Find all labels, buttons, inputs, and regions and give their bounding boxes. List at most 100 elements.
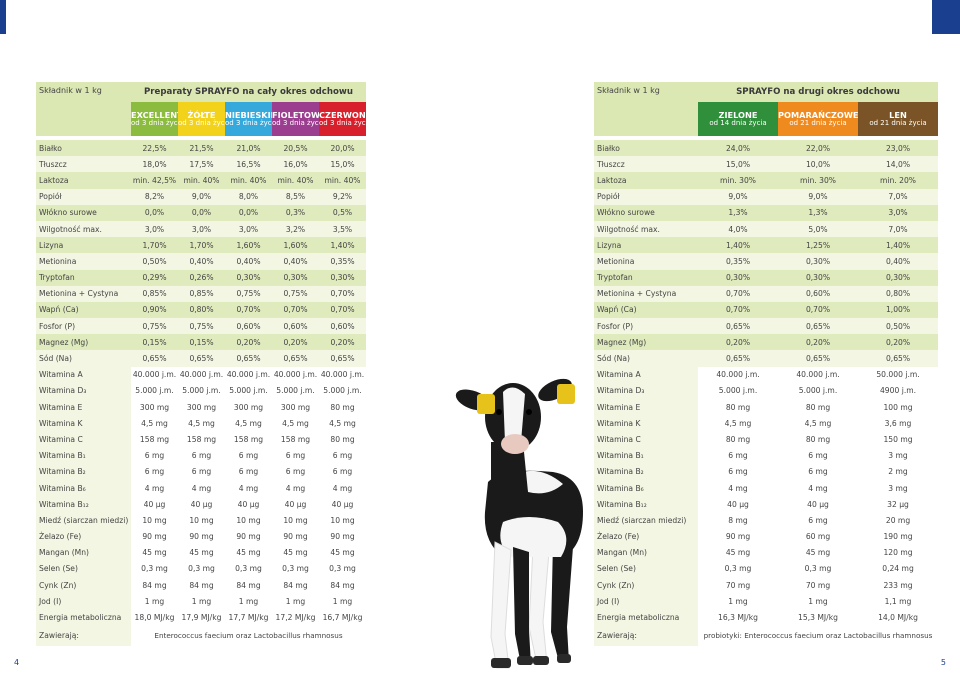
table-row: Witamina A 40.000 j.m. 40.000 j.m. 40.000 j… bbox=[36, 366, 367, 383]
row-value: 0,3 mg bbox=[131, 560, 178, 578]
row-label: Witamina E bbox=[594, 399, 698, 416]
row-value: 1,3% bbox=[698, 204, 778, 221]
row-value: 40.000 j.m. bbox=[319, 366, 367, 383]
contains-label: Zawierają: bbox=[36, 625, 131, 646]
row-value: 0,70% bbox=[225, 301, 272, 319]
row-label: Jod (I) bbox=[594, 593, 698, 610]
row-value: 0,5% bbox=[319, 204, 367, 221]
row-value: 0,0% bbox=[225, 204, 272, 221]
row-label: Włókno surowe bbox=[36, 204, 131, 221]
row-value: 0,60% bbox=[319, 318, 367, 335]
row-value: 0,15% bbox=[178, 334, 225, 351]
row-label: Popiół bbox=[594, 188, 698, 205]
table-row: Białko 22,5% 21,5% 21,0% 20,5% 20,0% bbox=[36, 140, 367, 157]
row-value: 40 µg bbox=[225, 496, 272, 513]
row-label: Sód (Na) bbox=[594, 350, 698, 367]
row-value: 0,65% bbox=[131, 350, 178, 367]
row-value: 1,00% bbox=[858, 301, 939, 319]
row-label: Magnez (Mg) bbox=[36, 334, 131, 351]
table-row: Witamina B₁₂ 40 µg 40 µg 32 µg bbox=[594, 496, 939, 513]
product-age: od 3 dnia życia bbox=[178, 118, 225, 127]
row-value: 4,5 mg bbox=[319, 415, 367, 432]
table-row: Cynk (Zn) 84 mg 84 mg 84 mg 84 mg 84 mg bbox=[36, 577, 367, 594]
row-label: Witamina C bbox=[36, 431, 131, 448]
row-value: 6 mg bbox=[225, 447, 272, 464]
row-value: 0,65% bbox=[319, 350, 367, 367]
product-age: od 3 dnia życia bbox=[225, 118, 272, 127]
row-value: 0,65% bbox=[225, 350, 272, 367]
row-value: 2 mg bbox=[858, 463, 939, 480]
table-row: Witamina E 80 mg 80 mg 100 mg bbox=[594, 399, 939, 416]
row-value: 5,0% bbox=[778, 220, 858, 238]
row-value: 100 mg bbox=[858, 399, 939, 416]
row-value: 16,0% bbox=[272, 156, 319, 173]
table-row: Metionina 0,50% 0,40% 0,40% 0,40% 0,35% bbox=[36, 253, 367, 270]
table-row: Wilgotność max. 4,0% 5,0% 7,0% bbox=[594, 220, 939, 238]
row-value: 0,20% bbox=[698, 334, 778, 351]
row-value: 45 mg bbox=[131, 544, 178, 561]
row-value: 0,65% bbox=[272, 350, 319, 367]
row-label: Wilgotność max. bbox=[594, 220, 698, 238]
row-value: 0,65% bbox=[858, 350, 939, 367]
table-row: Witamina B₂ 6 mg 6 mg 6 mg 6 mg 6 mg bbox=[36, 463, 367, 480]
table-row: Lizyna 1,40% 1,25% 1,40% bbox=[594, 237, 939, 254]
row-value: 1,70% bbox=[131, 237, 178, 254]
row-label: Selen (Se) bbox=[36, 560, 131, 578]
row-value: 0,65% bbox=[698, 318, 778, 335]
page-number: 5 bbox=[940, 658, 946, 667]
row-value: 7,0% bbox=[858, 220, 939, 238]
row-value: 18,0 MJ/kg bbox=[131, 609, 178, 626]
row-label: Popiół bbox=[36, 188, 131, 205]
row-value: 6 mg bbox=[178, 463, 225, 480]
row-value: 0,30% bbox=[319, 269, 367, 286]
row-value: 0,70% bbox=[319, 285, 367, 302]
row-value: 45 mg bbox=[698, 544, 778, 561]
product-header-4: CZERWONEod 3 dnia życia bbox=[319, 102, 367, 136]
row-value: 6 mg bbox=[131, 463, 178, 480]
table-row: Metionina + Cystyna 0,85% 0,85% 0,75% 0,75% 0… bbox=[36, 285, 367, 302]
row-label: Jod (I) bbox=[36, 593, 131, 610]
row-value: 40 µg bbox=[272, 496, 319, 513]
row-value: 20,0% bbox=[319, 140, 367, 157]
table-row: Witamina D₃ 5.000 j.m. 5.000 j.m. 4900 j.m. bbox=[594, 382, 939, 399]
row-label: Witamina B₁ bbox=[594, 447, 698, 464]
table-row: Witamina B₂ 6 mg 6 mg 2 mg bbox=[594, 463, 939, 480]
table-row: Metionina + Cystyna 0,70% 0,60% 0,80% bbox=[594, 285, 939, 302]
table-title: Preparaty SPRAYFO na cały okres odchowu bbox=[131, 82, 367, 102]
row-label: Cynk (Zn) bbox=[594, 577, 698, 594]
row-value: 90 mg bbox=[178, 528, 225, 545]
row-value: 0,80% bbox=[178, 301, 225, 319]
row-label: Witamina A bbox=[594, 366, 698, 383]
row-value: 3,5% bbox=[319, 220, 367, 238]
row-value: 0,3% bbox=[272, 204, 319, 221]
row-value: 6 mg bbox=[778, 447, 858, 464]
row-value: 0,70% bbox=[778, 301, 858, 319]
row-value: 0,3 mg bbox=[225, 560, 272, 578]
table-row: Tłuszcz 18,0% 17,5% 16,5% 16,0% 15,0% bbox=[36, 156, 367, 173]
row-value: 0,20% bbox=[778, 334, 858, 351]
row-value: 90 mg bbox=[698, 528, 778, 545]
row-label: Wilgotność max. bbox=[36, 220, 131, 238]
row-label: Wapń (Ca) bbox=[36, 301, 131, 319]
ingredient-header: Składnik w 1 kg bbox=[594, 82, 698, 136]
row-value: 45 mg bbox=[778, 544, 858, 561]
product-name: CZERWONE bbox=[319, 110, 366, 121]
row-value: 45 mg bbox=[225, 544, 272, 561]
row-value: 6 mg bbox=[225, 463, 272, 480]
row-value: 300 mg bbox=[131, 399, 178, 416]
table-row: Witamina K 4,5 mg 4,5 mg 4,5 mg 4,5 mg 4,5 mg bbox=[36, 415, 367, 432]
row-value: 0,30% bbox=[272, 269, 319, 286]
row-label: Witamina K bbox=[594, 415, 698, 432]
row-value: 6 mg bbox=[319, 463, 367, 480]
table-row: Wilgotność max. 3,0% 3,0% 3,0% 3,2% 3,5% bbox=[36, 220, 367, 238]
row-value: 45 mg bbox=[178, 544, 225, 561]
row-value: 1,40% bbox=[858, 237, 939, 254]
row-value: 90 mg bbox=[272, 528, 319, 545]
row-value: 90 mg bbox=[131, 528, 178, 545]
row-value: 0,75% bbox=[131, 318, 178, 335]
row-label: Białko bbox=[36, 140, 131, 157]
row-value: 5.000 j.m. bbox=[178, 382, 225, 399]
row-value: 15,3 MJ/kg bbox=[778, 609, 858, 626]
table-row: Wapń (Ca) 0,70% 0,70% 1,00% bbox=[594, 301, 939, 319]
